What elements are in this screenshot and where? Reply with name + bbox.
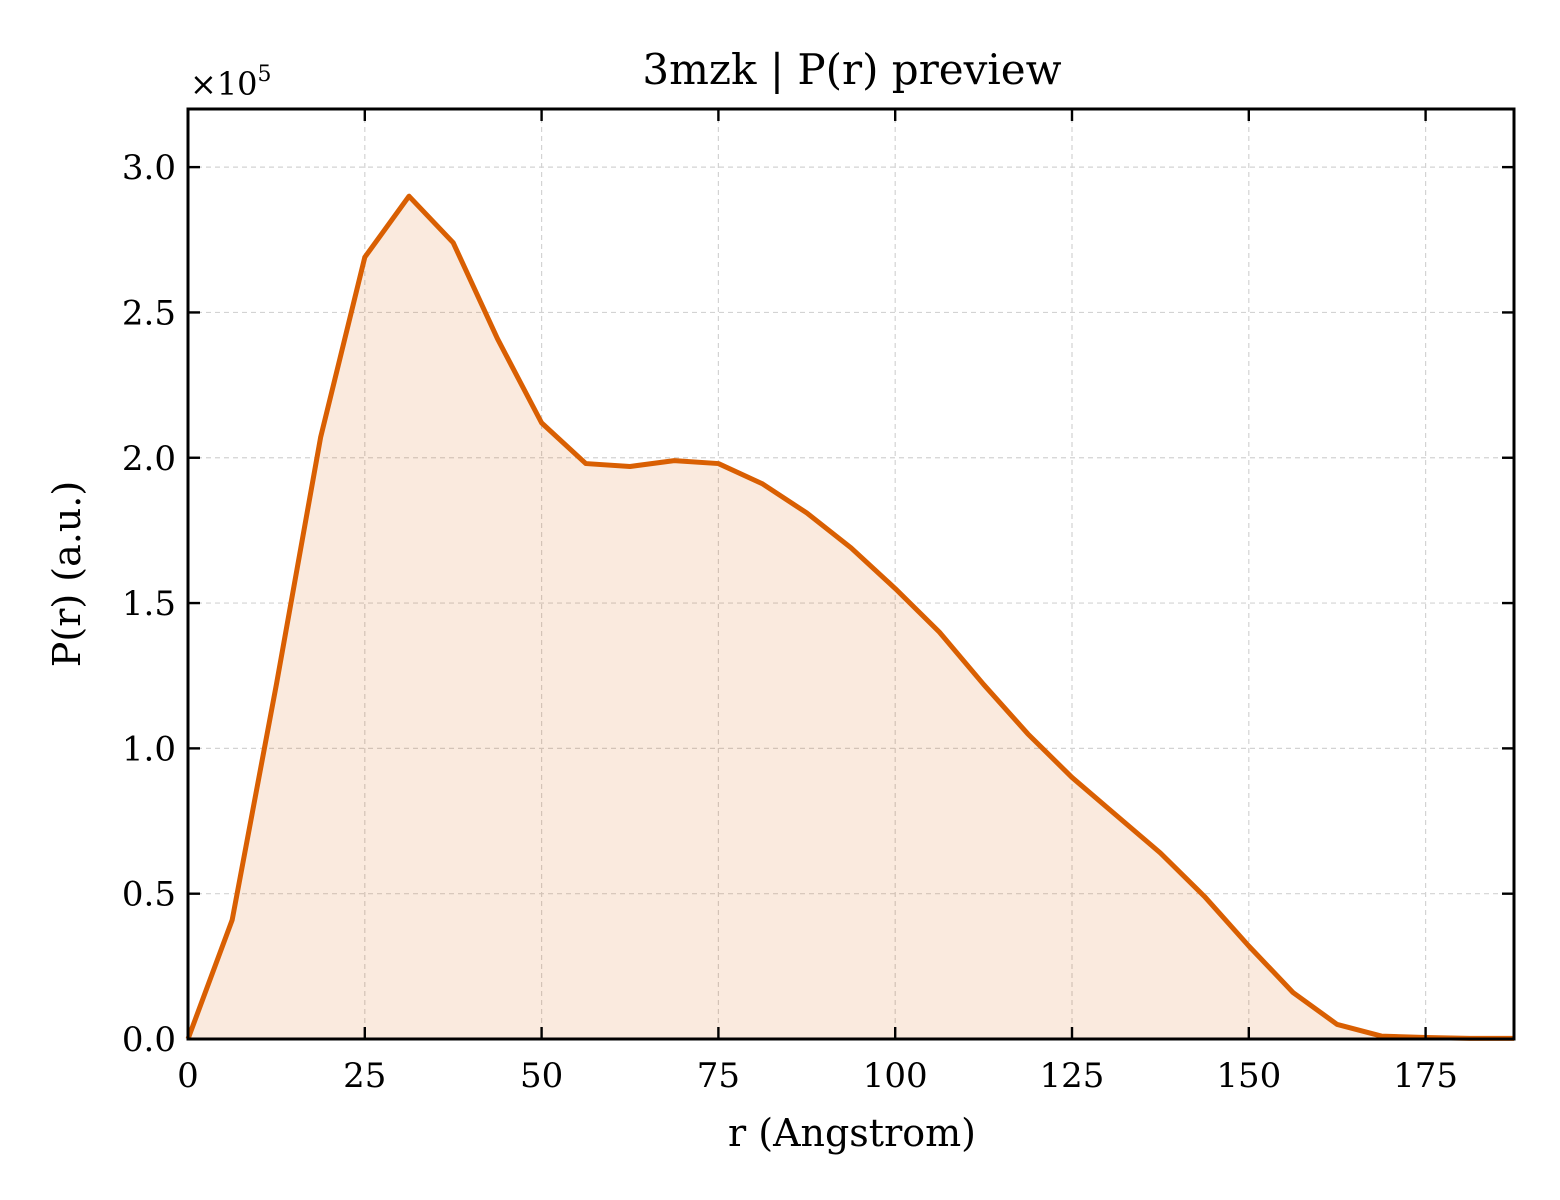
series-area-fill [188,196,1514,1039]
y-tick-label: 2.0 [122,439,176,479]
plot-frame [186,107,1516,1041]
y-axis-multiplier-base: ×10 [190,65,258,103]
y-tick-labels: 0.0 0.5 1.0 1.5 2.0 2.5 3.0 [122,148,176,1060]
series-line [185,193,1514,1041]
ticks [186,109,1514,1041]
x-tick-label: 175 [1393,1056,1458,1096]
y-tick-label: 2.5 [122,293,176,333]
data-point [1158,851,1163,856]
data-point [362,255,367,260]
x-tick-labels: 0 25 50 75 100 125 150 175 [177,1056,1458,1096]
y-axis-multiplier-exponent: 5 [258,62,272,87]
data-point [274,682,279,687]
data-point [451,240,456,245]
grid [188,109,1514,1039]
x-tick-label: 0 [177,1056,199,1096]
data-point [1335,1022,1340,1027]
data-point [495,336,500,341]
data-point [1114,813,1119,818]
y-axis-label: P(r) (a.u.) [45,481,89,667]
data-point [1025,731,1030,736]
y-tick-label: 3.0 [122,148,176,188]
data-point [628,464,633,469]
data-point [318,435,323,440]
x-tick-label: 100 [863,1056,928,1096]
y-tick-label: 1.0 [122,729,176,769]
x-tick-label: 25 [343,1056,386,1096]
data-point [407,194,412,199]
y-tick-label: 0.0 [122,1020,176,1060]
x-tick-label: 50 [520,1056,563,1096]
data-point [230,917,235,922]
data-point [1070,775,1075,780]
data-point [716,461,721,466]
data-point [893,586,898,591]
x-tick-label: 150 [1216,1056,1281,1096]
data-point [804,510,809,515]
data-point [1202,894,1207,899]
y-tick-label: 0.5 [122,875,176,915]
data-point [981,682,986,687]
data-point [672,458,677,463]
data-point [760,481,765,486]
data-point [583,461,588,466]
y-axis-multiplier: ×105 [190,62,272,103]
data-point [1291,990,1296,995]
y-tick-label: 1.5 [122,584,176,624]
data-point [849,545,854,550]
data-point [539,420,544,425]
x-tick-label: 125 [1040,1056,1105,1096]
data-point [1246,944,1251,949]
chart-title: 3mzk | P(r) preview [642,45,1061,94]
data-point [937,630,942,635]
x-tick-label: 75 [697,1056,740,1096]
x-axis-label: r (Angstrom) [728,1111,976,1155]
